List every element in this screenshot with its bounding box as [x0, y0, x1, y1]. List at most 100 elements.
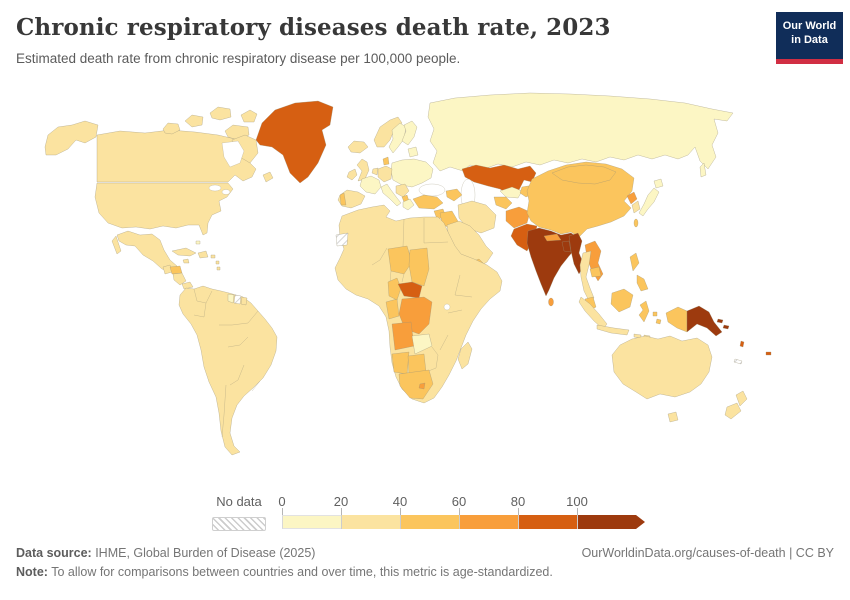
country-papua-new-guinea[interactable]	[686, 305, 723, 337]
country-russia[interactable]	[427, 92, 734, 172]
country-new-zealand-north[interactable]	[735, 390, 748, 407]
country-philippines-luzon[interactable]	[629, 252, 640, 272]
country-canada-newfoundland[interactable]	[262, 171, 274, 183]
region-caucasus[interactable]	[445, 188, 463, 202]
country-united-kingdom[interactable]	[356, 158, 370, 182]
region-balkans[interactable]	[395, 183, 410, 198]
country-angola[interactable]	[391, 321, 415, 351]
country-cambodia[interactable]	[589, 266, 602, 278]
country-canada-island[interactable]	[209, 106, 232, 121]
great-lakes	[221, 189, 231, 195]
country-denmark[interactable]	[382, 156, 390, 166]
country-new-zealand-south[interactable]	[724, 402, 742, 420]
country-australia[interactable]	[611, 335, 713, 400]
legend-segment-0-20[interactable]	[282, 515, 341, 529]
country-ireland[interactable]	[346, 168, 358, 181]
country-madagascar[interactable]	[457, 341, 473, 370]
country-cameroon[interactable]	[387, 277, 402, 301]
country-canada-island[interactable]	[240, 109, 258, 123]
country-guyana[interactable]	[227, 293, 235, 304]
country-tasmania[interactable]	[667, 411, 679, 423]
country-honduras[interactable]	[169, 265, 183, 275]
country-south-korea[interactable]	[631, 200, 641, 214]
legend-segment-100+[interactable]	[577, 515, 636, 529]
country-mexico[interactable]	[116, 230, 178, 272]
region-central-europe[interactable]	[390, 158, 434, 188]
country-north-korea[interactable]	[626, 191, 638, 205]
country-central-african-republic[interactable]	[397, 281, 423, 299]
country-canada-island[interactable]	[162, 122, 181, 135]
country-russia-sakhalin[interactable]	[699, 162, 707, 178]
country-portugal[interactable]	[339, 192, 347, 206]
legend-segment-80-100[interactable]	[518, 515, 577, 529]
country-puerto-rico[interactable]	[210, 254, 216, 259]
country-new-caledonia[interactable]	[733, 358, 743, 365]
country-nicaragua-costa-rica[interactable]	[172, 272, 187, 286]
country-indonesia-papua[interactable]	[665, 306, 688, 333]
country-solomon-islands[interactable]	[716, 318, 724, 324]
country-chad[interactable]	[408, 247, 430, 287]
country-benelux[interactable]	[371, 167, 379, 176]
country-moluccas[interactable]	[655, 318, 662, 325]
country-bahamas[interactable]	[195, 240, 201, 245]
country-mexico-baja[interactable]	[111, 235, 122, 255]
country-japan[interactable]	[638, 187, 660, 217]
country-nepal[interactable]	[543, 233, 562, 242]
country-germany[interactable]	[377, 165, 393, 183]
owid-link[interactable]: OurWorldinData.org/causes-of-death | CC …	[581, 546, 834, 560]
country-turkmenistan[interactable]	[493, 196, 513, 210]
country-western-sahara[interactable]	[335, 232, 349, 247]
country-turkey[interactable]	[412, 194, 444, 210]
country-france[interactable]	[359, 175, 382, 195]
country-jamaica[interactable]	[182, 258, 190, 264]
country-usa[interactable]	[94, 182, 234, 236]
country-indonesia-sulawesi[interactable]	[638, 300, 650, 323]
legend-segment-20-40[interactable]	[341, 515, 400, 529]
country-sweden[interactable]	[388, 122, 407, 154]
country-lesotho[interactable]	[418, 382, 426, 390]
country-greece[interactable]	[402, 198, 415, 211]
country-canada-island[interactable]	[184, 114, 204, 128]
country-fiji[interactable]	[765, 351, 772, 356]
country-borneo[interactable]	[610, 288, 634, 313]
country-vanuatu[interactable]	[739, 340, 745, 348]
legend-color-bar[interactable]	[282, 515, 645, 529]
country-niger[interactable]	[387, 245, 413, 275]
legend-segment-40-60[interactable]	[400, 515, 459, 529]
country-baltics[interactable]	[407, 146, 419, 158]
country-kazakhstan[interactable]	[461, 164, 537, 196]
country-italy[interactable]	[380, 183, 402, 207]
country-thailand[interactable]	[579, 250, 595, 302]
country-solomon-islands[interactable]	[722, 324, 730, 330]
country-philippines-mindanao[interactable]	[636, 274, 649, 292]
legend-tick-mark	[577, 508, 578, 515]
country-finland[interactable]	[401, 120, 418, 146]
country-namibia[interactable]	[391, 351, 410, 375]
legend-no-data-swatch[interactable]	[212, 517, 266, 531]
country-lesser-antilles[interactable]	[215, 260, 220, 265]
country-moluccas[interactable]	[652, 311, 658, 317]
country-indonesia-java[interactable]	[596, 324, 630, 336]
country-cuba[interactable]	[171, 247, 197, 257]
country-uzbekistan[interactable]	[499, 186, 523, 199]
country-french-guiana[interactable]	[240, 296, 248, 306]
country-mongolia[interactable]	[551, 164, 617, 185]
country-hispaniola[interactable]	[197, 250, 209, 259]
country-south-africa[interactable]	[398, 369, 434, 400]
legend-segment-60-80[interactable]	[459, 515, 518, 529]
country-lesser-antilles[interactable]	[216, 266, 221, 271]
country-suriname[interactable]	[233, 294, 242, 305]
country-iceland[interactable]	[347, 140, 369, 154]
country-afghanistan[interactable]	[505, 206, 531, 229]
country-congo-gabon[interactable]	[385, 298, 400, 320]
owid-logo[interactable]: Our World in Data	[776, 12, 843, 64]
region-south-america[interactable]	[178, 285, 278, 456]
country-japan-hokkaido[interactable]	[653, 178, 664, 189]
country-panama[interactable]	[181, 281, 194, 290]
country-alaska[interactable]	[44, 120, 99, 156]
country-taiwan[interactable]	[633, 218, 639, 228]
country-zambia[interactable]	[411, 333, 433, 355]
legend-no-data: No data	[212, 494, 266, 531]
country-greenland[interactable]	[255, 100, 334, 184]
country-sri-lanka[interactable]	[548, 297, 554, 307]
